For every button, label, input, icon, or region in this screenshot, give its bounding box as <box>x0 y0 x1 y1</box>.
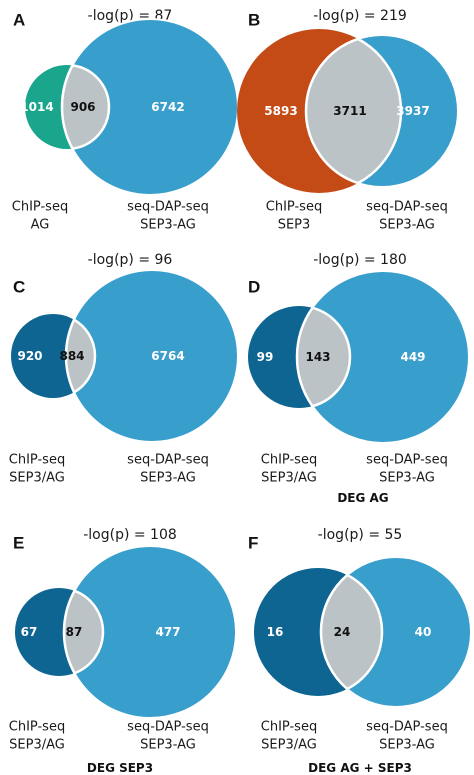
panel-d-right-set <box>297 271 469 443</box>
panel-f-pvalue: -log(p) = 55 <box>318 527 403 543</box>
panel-e: E -log(p) = 108 67 87 477 ChIP-seq SEP3/AG seq-… <box>9 527 237 775</box>
panel-b-left-count: 5893 <box>264 104 297 118</box>
panel-b-overlap-count: 3711 <box>333 104 366 118</box>
panel-f-right-label-1: seq-DAP-seq <box>366 720 448 735</box>
panel-d: D -log(p) = 180 99 143 449 ChIP-seq SEP3/AG seq… <box>248 252 470 505</box>
panel-c: C -log(p) = 96 920 884 6764 ChIP-seq SEP3/AG se… <box>9 252 239 486</box>
panel-e-left-label-1: ChIP-seq <box>9 720 65 735</box>
panel-a-left-count: 1014 <box>20 100 53 114</box>
panel-e-right-count: 477 <box>155 625 180 639</box>
panel-a-right-set <box>62 19 238 195</box>
panel-d-left-count: 99 <box>257 350 274 364</box>
panel-f-left-label-1: ChIP-seq <box>261 720 317 735</box>
panel-e-right-set <box>64 546 236 718</box>
panel-c-left-label-1: ChIP-seq <box>9 453 65 468</box>
panel-c-overlap-count: 884 <box>59 349 84 363</box>
panel-a-right-label-2: SEP3-AG <box>140 218 196 233</box>
panel-c-right-outline <box>65 269 239 443</box>
panel-c-right-label-1: seq-DAP-seq <box>127 453 209 468</box>
panel-c-letter: C <box>13 278 25 297</box>
panel-a-left-label-2: AG <box>31 218 50 233</box>
panel-f-right-label-2: SEP3-AG <box>379 738 435 753</box>
panel-a-right-count: 6742 <box>151 100 184 114</box>
panel-d-right-label-1: seq-DAP-seq <box>366 453 448 468</box>
panel-d-left-label-2: SEP3/AG <box>261 471 317 486</box>
panel-e-pvalue: -log(p) = 108 <box>83 527 177 543</box>
panel-c-right-count: 6764 <box>151 349 184 363</box>
panel-e-letter: E <box>13 534 24 553</box>
panel-e-left-label-2: SEP3/AG <box>9 738 65 753</box>
panel-f-right-outline <box>320 556 472 708</box>
panel-b-right-label-2: SEP3-AG <box>379 218 435 233</box>
panel-f-left-count: 16 <box>267 625 284 639</box>
panel-d-overlap-count: 143 <box>305 350 330 364</box>
panel-d-caption: DEG AG <box>337 491 388 505</box>
panel-d-left-label-1: ChIP-seq <box>261 453 317 468</box>
panel-e-right-label-2: SEP3-AG <box>140 738 196 753</box>
panel-a-letter: A <box>13 11 25 30</box>
panel-e-left-count: 67 <box>21 625 38 639</box>
panel-e-overlap-count: 87 <box>66 625 83 639</box>
panel-a-overlap-count: 906 <box>70 100 95 114</box>
panel-e-right-outline <box>63 545 237 719</box>
panel-f-left-label-2: SEP3/AG <box>261 738 317 753</box>
panel-b-left-label-2: SEP3 <box>278 218 311 233</box>
panel-f-overlap-count: 24 <box>334 625 351 639</box>
panel-d-pvalue: -log(p) = 180 <box>313 252 407 268</box>
panel-c-pvalue: -log(p) = 96 <box>88 252 173 268</box>
panel-b: B -log(p) = 219 5893 3711 3937 ChIP-seq SEP3 se… <box>237 8 459 233</box>
panel-d-letter: D <box>248 278 260 297</box>
panel-a-right-label-1: seq-DAP-seq <box>127 200 209 215</box>
panel-b-pvalue: -log(p) = 219 <box>313 8 407 24</box>
panel-b-right-label-1: seq-DAP-seq <box>366 200 448 215</box>
panel-e-right-label-1: seq-DAP-seq <box>127 720 209 735</box>
panel-e-caption: DEG SEP3 <box>87 761 153 775</box>
panel-c-right-set <box>66 270 238 442</box>
panel-c-left-label-2: SEP3/AG <box>9 471 65 486</box>
panel-c-left-count: 920 <box>17 349 42 363</box>
panel-c-right-label-2: SEP3-AG <box>140 471 196 486</box>
panel-f-letter: F <box>248 534 258 553</box>
panel-f: F -log(p) = 55 16 24 40 ChIP-seq SEP3/AG seq-DA… <box>248 527 472 775</box>
panel-d-right-count: 449 <box>400 350 425 364</box>
panel-f-right-count: 40 <box>415 625 432 639</box>
panel-b-right-count: 3937 <box>396 104 429 118</box>
panel-d-right-label-2: SEP3-AG <box>379 471 435 486</box>
panel-b-right-outline <box>305 34 459 188</box>
panel-a-left-label-1: ChIP-seq <box>12 200 68 215</box>
panel-b-letter: B <box>248 11 260 30</box>
panel-b-left-label-1: ChIP-seq <box>266 200 322 215</box>
panel-d-right-outline <box>296 270 470 444</box>
panel-f-caption: DEG AG + SEP3 <box>308 761 412 775</box>
